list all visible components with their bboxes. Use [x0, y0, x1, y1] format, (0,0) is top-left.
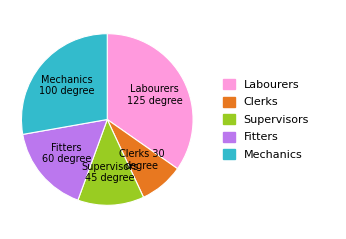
Wedge shape [107, 120, 177, 197]
Text: Mechanics
100 degree: Mechanics 100 degree [39, 75, 94, 96]
Text: Labourers
125 degree: Labourers 125 degree [127, 84, 182, 106]
Text: Supervisors
45 degree: Supervisors 45 degree [81, 162, 138, 184]
Wedge shape [78, 120, 144, 205]
Text: Fitters
60 degree: Fitters 60 degree [42, 143, 91, 164]
Wedge shape [21, 34, 107, 134]
Wedge shape [107, 34, 193, 169]
Text: Clerks 30
degree: Clerks 30 degree [119, 149, 164, 171]
Legend: Labourers, Clerks, Supervisors, Fitters, Mechanics: Labourers, Clerks, Supervisors, Fitters,… [220, 76, 312, 163]
Wedge shape [23, 120, 107, 200]
